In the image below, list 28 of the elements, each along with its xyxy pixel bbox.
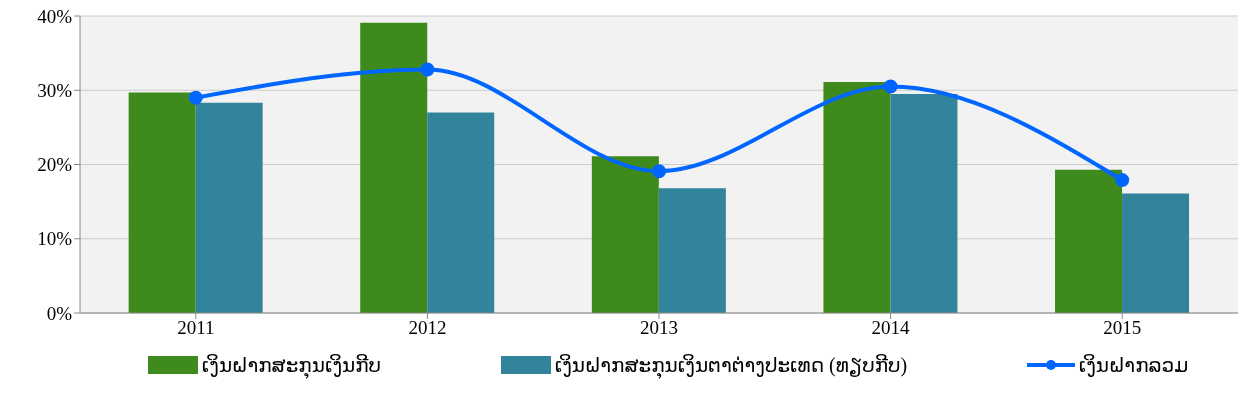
y-tick-label: 30% [37, 80, 73, 101]
y-tick-label: 0% [46, 302, 73, 324]
bar [360, 22, 428, 313]
bar [195, 102, 263, 313]
x-tick-label: 2014 [871, 317, 911, 339]
bar [591, 156, 659, 313]
point [1115, 173, 1130, 188]
legend-label: ເງິນຝາກລວມ [1078, 353, 1189, 377]
bar [427, 112, 495, 313]
legend-label: ເງິນຝາກສະກຸນເງິນຕາຕ່າງປະເທດ (ທຽບກີບ) [554, 353, 908, 377]
bar [1122, 193, 1190, 313]
bar [823, 82, 891, 313]
y-tick-label: 20% [37, 154, 73, 176]
y-tick-label: 40% [37, 5, 73, 27]
x-tick-label: 2015 [1103, 317, 1142, 339]
legend-label: ເງິນຝາກສະກຸນເງິນກີບ [201, 353, 382, 377]
point [883, 79, 898, 94]
x-tick-label: 2012 [408, 317, 447, 339]
bar [128, 92, 196, 313]
point [652, 164, 666, 179]
bar [1055, 169, 1123, 313]
x-tick-label: 2013 [640, 317, 678, 339]
bar [890, 93, 958, 313]
x-tick-label: 2011 [177, 317, 215, 339]
y-tick-label: 10% [37, 228, 73, 250]
point [420, 62, 435, 77]
point [188, 90, 203, 105]
bar [658, 188, 726, 313]
